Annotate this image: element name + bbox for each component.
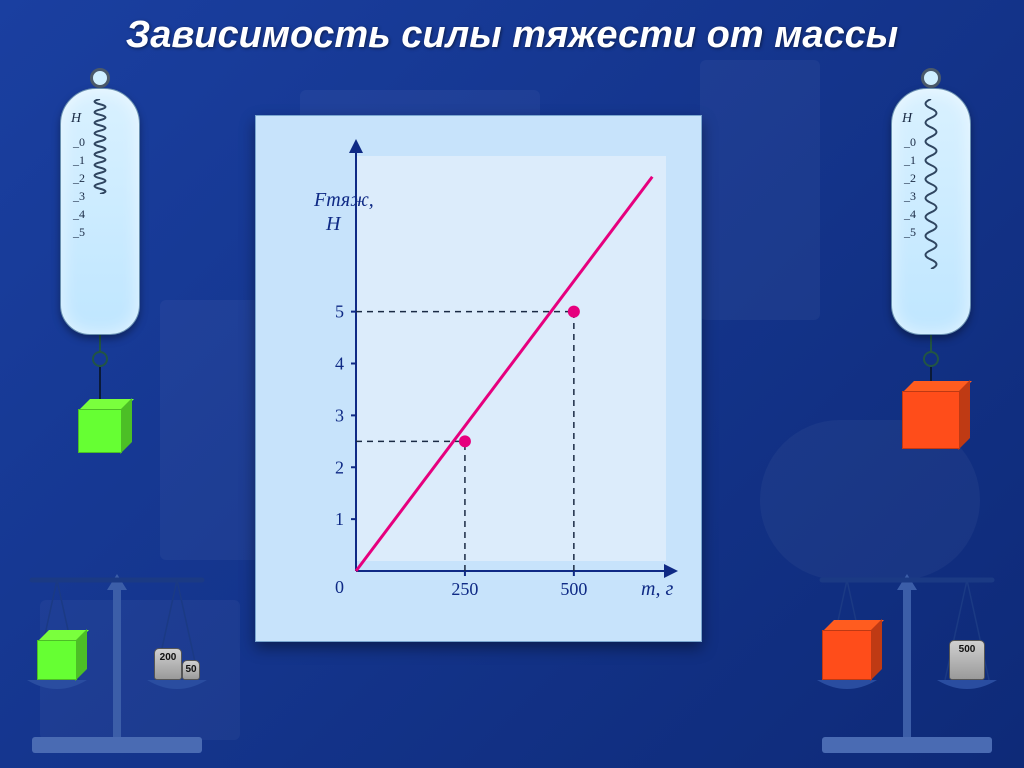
dynamometer-left: Н _0_1_2_3_4_5: [55, 68, 145, 453]
force-vs-mass-chart: 1 2 3 4 5 250 500 0 Fтяж,Нm, г: [255, 115, 702, 642]
calibration-weight: 200: [154, 648, 182, 680]
scale-mark: _5: [73, 223, 85, 241]
scale-mark: _1: [904, 151, 916, 169]
dynamometer-scale: _0_1_2_3_4_5: [904, 133, 916, 241]
balance-pan-right: [937, 680, 997, 689]
dynamometer-spring: [920, 99, 942, 274]
dynamometer-right: Н _0_1_2_3_4_5: [886, 68, 976, 449]
dynamometer-hanger-ring: [90, 68, 110, 88]
y-tick-label: 1: [335, 509, 344, 529]
scale-mark: _0: [904, 133, 916, 151]
dynamometer-spring: [89, 99, 111, 199]
pan-right-content: 20050: [147, 648, 207, 680]
dynamometer-unit-label: Н: [71, 111, 81, 127]
scale-mark: _4: [73, 205, 85, 223]
balance-pan-left: [27, 680, 87, 689]
chart-point: [568, 306, 580, 318]
weight-cube: [37, 640, 77, 680]
balance-base: [822, 737, 992, 753]
y-tick-label: 3: [335, 405, 344, 425]
balance-stand: [113, 580, 121, 737]
scale-mark: _1: [73, 151, 85, 169]
calibration-weight: 500: [949, 640, 985, 680]
balance-stand: [903, 580, 911, 737]
pan-left-content: [27, 640, 87, 680]
dynamometer-body: Н _0_1_2_3_4_5: [891, 88, 971, 335]
scale-mark: _3: [904, 187, 916, 205]
balance-pan-left: [817, 680, 877, 689]
x-tick-label: 500: [560, 579, 587, 599]
dynamometer-unit-label: Н: [902, 111, 912, 127]
balance-scale-left: 20050: [12, 545, 222, 755]
dynamometer-hanger-ring: [921, 68, 941, 88]
scale-mark: _5: [904, 223, 916, 241]
scale-mark: _2: [904, 169, 916, 187]
dynamometer-scale: _0_1_2_3_4_5: [73, 133, 85, 241]
scale-mark: _3: [73, 187, 85, 205]
scale-mark: _4: [904, 205, 916, 223]
x-axis-label: m, г: [641, 578, 673, 600]
weight-cube: [78, 409, 122, 453]
page-title: Зависимость силы тяжести от массы: [0, 14, 1024, 57]
balance-pan-right: [147, 680, 207, 689]
weight-cube: [902, 391, 960, 449]
dynamometer-hook-ring: [92, 351, 108, 367]
y-tick-label: 5: [335, 302, 344, 322]
balance-base: [32, 737, 202, 753]
weight-cube: [822, 630, 872, 680]
origin-label: 0: [335, 577, 344, 597]
y-axis-label-unit: Н: [325, 213, 342, 235]
balance-scale-right: 500: [802, 545, 1012, 755]
dynamometer-body: Н _0_1_2_3_4_5: [60, 88, 140, 335]
dynamometer-hook-ring: [923, 351, 939, 367]
x-tick-label: 250: [451, 579, 478, 599]
scale-mark: _0: [73, 133, 85, 151]
y-axis-label: Fтяж,: [313, 189, 374, 211]
calibration-weight: 50: [182, 660, 200, 680]
scale-mark: _2: [73, 169, 85, 187]
y-tick-label: 2: [335, 457, 344, 477]
pan-left-content: [817, 630, 877, 680]
pan-right-content: 500: [937, 640, 997, 680]
chart-point: [459, 435, 471, 447]
y-tick-label: 4: [335, 354, 344, 374]
